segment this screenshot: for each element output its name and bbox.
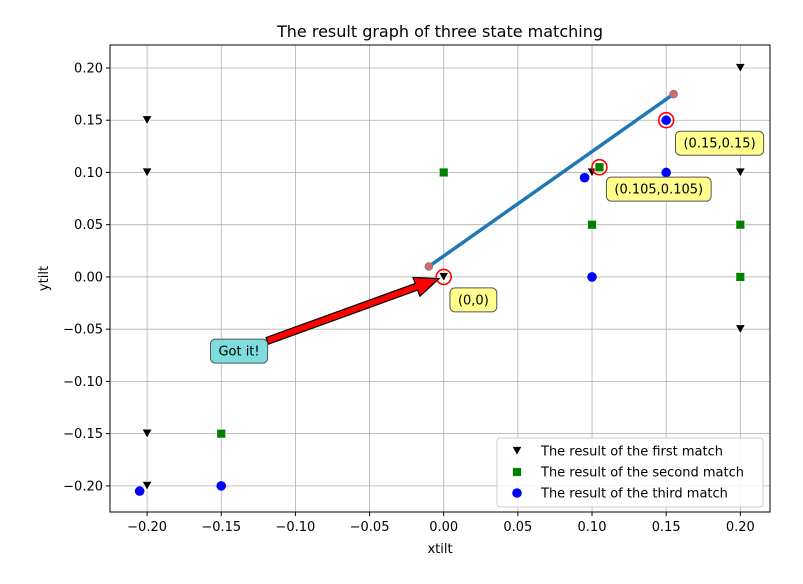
coordinate-annotation: (0.15,0.15) [674, 130, 765, 156]
first-match-point [734, 324, 747, 335]
second-match-point [735, 219, 746, 230]
x-tick-label: −0.15 [201, 520, 241, 535]
data-points [134, 63, 747, 496]
x-tick-label: −0.05 [350, 520, 390, 535]
y-tick-label: −0.20 [63, 479, 103, 494]
third-match-point [661, 167, 671, 178]
highlight-circle [657, 111, 675, 129]
y-axis-label: ytilt [37, 266, 52, 291]
y-tick-label: 0.05 [74, 218, 103, 233]
coordinate-annotation-text: (0.105,0.105) [614, 183, 703, 198]
second-match-point [735, 272, 746, 282]
coordinate-annotation: (0,0) [449, 287, 498, 313]
highlight-circles [435, 111, 675, 286]
coordinate-annotation-box [449, 287, 498, 313]
coordinate-annotation-box [605, 176, 712, 202]
third-match-point [579, 172, 590, 183]
third-match-point [216, 481, 227, 491]
legend-entry-label: The result of the first match [540, 445, 723, 460]
third-match-point [661, 115, 671, 126]
x-tick-label: −0.20 [127, 520, 167, 535]
line-segment [427, 92, 676, 269]
legend: The result of the first match The result … [496, 437, 764, 508]
fitted-line [424, 89, 678, 271]
x-tick-label: 0.00 [429, 520, 458, 535]
chart-title: The result graph of three state matching [276, 22, 603, 41]
coordinate-annotation: (0.105,0.105) [605, 176, 712, 202]
first-match-point [734, 167, 747, 178]
y-tick-label: 0.10 [74, 166, 103, 181]
first-match-point [141, 115, 153, 126]
y-tick-label: −0.15 [63, 427, 103, 442]
x-axis-label: xtilt [427, 542, 452, 557]
y-tick-label: 0.15 [74, 114, 103, 129]
x-tick-label: 0.20 [726, 520, 755, 535]
axes-frame [109, 44, 771, 513]
y-tick-label: −0.05 [63, 323, 103, 338]
coordinate-annotation-text: (0,0) [458, 293, 489, 308]
annotations: (0,0) (0.105,0.105) (0.15,0.15) Got it! [209, 130, 765, 364]
got-it-annotation-box [209, 338, 269, 364]
y-tick-label: −0.10 [63, 375, 103, 390]
second-match-point [594, 162, 605, 173]
first-match-point [438, 272, 450, 283]
first-match-point [141, 167, 153, 178]
first-match-point [141, 480, 153, 492]
y-tick-label: 0.00 [74, 270, 103, 285]
coordinate-annotation-text: (0.15,0.15) [683, 137, 755, 152]
first-match-point [734, 63, 747, 74]
third-match-point [587, 272, 597, 282]
highlight-circle [435, 268, 453, 286]
second-match-point [587, 219, 597, 230]
legend-marker [512, 467, 522, 477]
y-tick-label: 0.20 [74, 61, 103, 76]
annotation-arrow [265, 276, 441, 345]
legend-entry-label: The result of the second match [540, 466, 744, 481]
axis-ticks: −0.20 −0.15 −0.10 −0.05 0.00 0.05 0.10 0.15 0.20… [63, 61, 755, 535]
legend-box [496, 437, 764, 508]
highlight-circle [591, 158, 608, 176]
line-endpoint [424, 262, 434, 271]
line-endpoint [669, 89, 678, 99]
legend-marker [511, 446, 523, 457]
third-match-point [134, 486, 145, 496]
legend-entry-label: The result of the third match [540, 487, 728, 502]
legend-marker [512, 488, 522, 498]
coordinate-annotation-box [674, 130, 765, 156]
second-match-point [438, 167, 449, 178]
got-it-annotation-text: Got it! [218, 345, 259, 360]
x-tick-label: 0.05 [503, 520, 532, 535]
x-tick-label: 0.15 [652, 520, 681, 535]
x-tick-label: −0.10 [275, 520, 315, 535]
first-match-point [141, 428, 153, 439]
x-tick-label: 0.10 [578, 520, 607, 535]
second-match-point [216, 428, 227, 439]
got-it-annotation: Got it! [209, 338, 269, 364]
